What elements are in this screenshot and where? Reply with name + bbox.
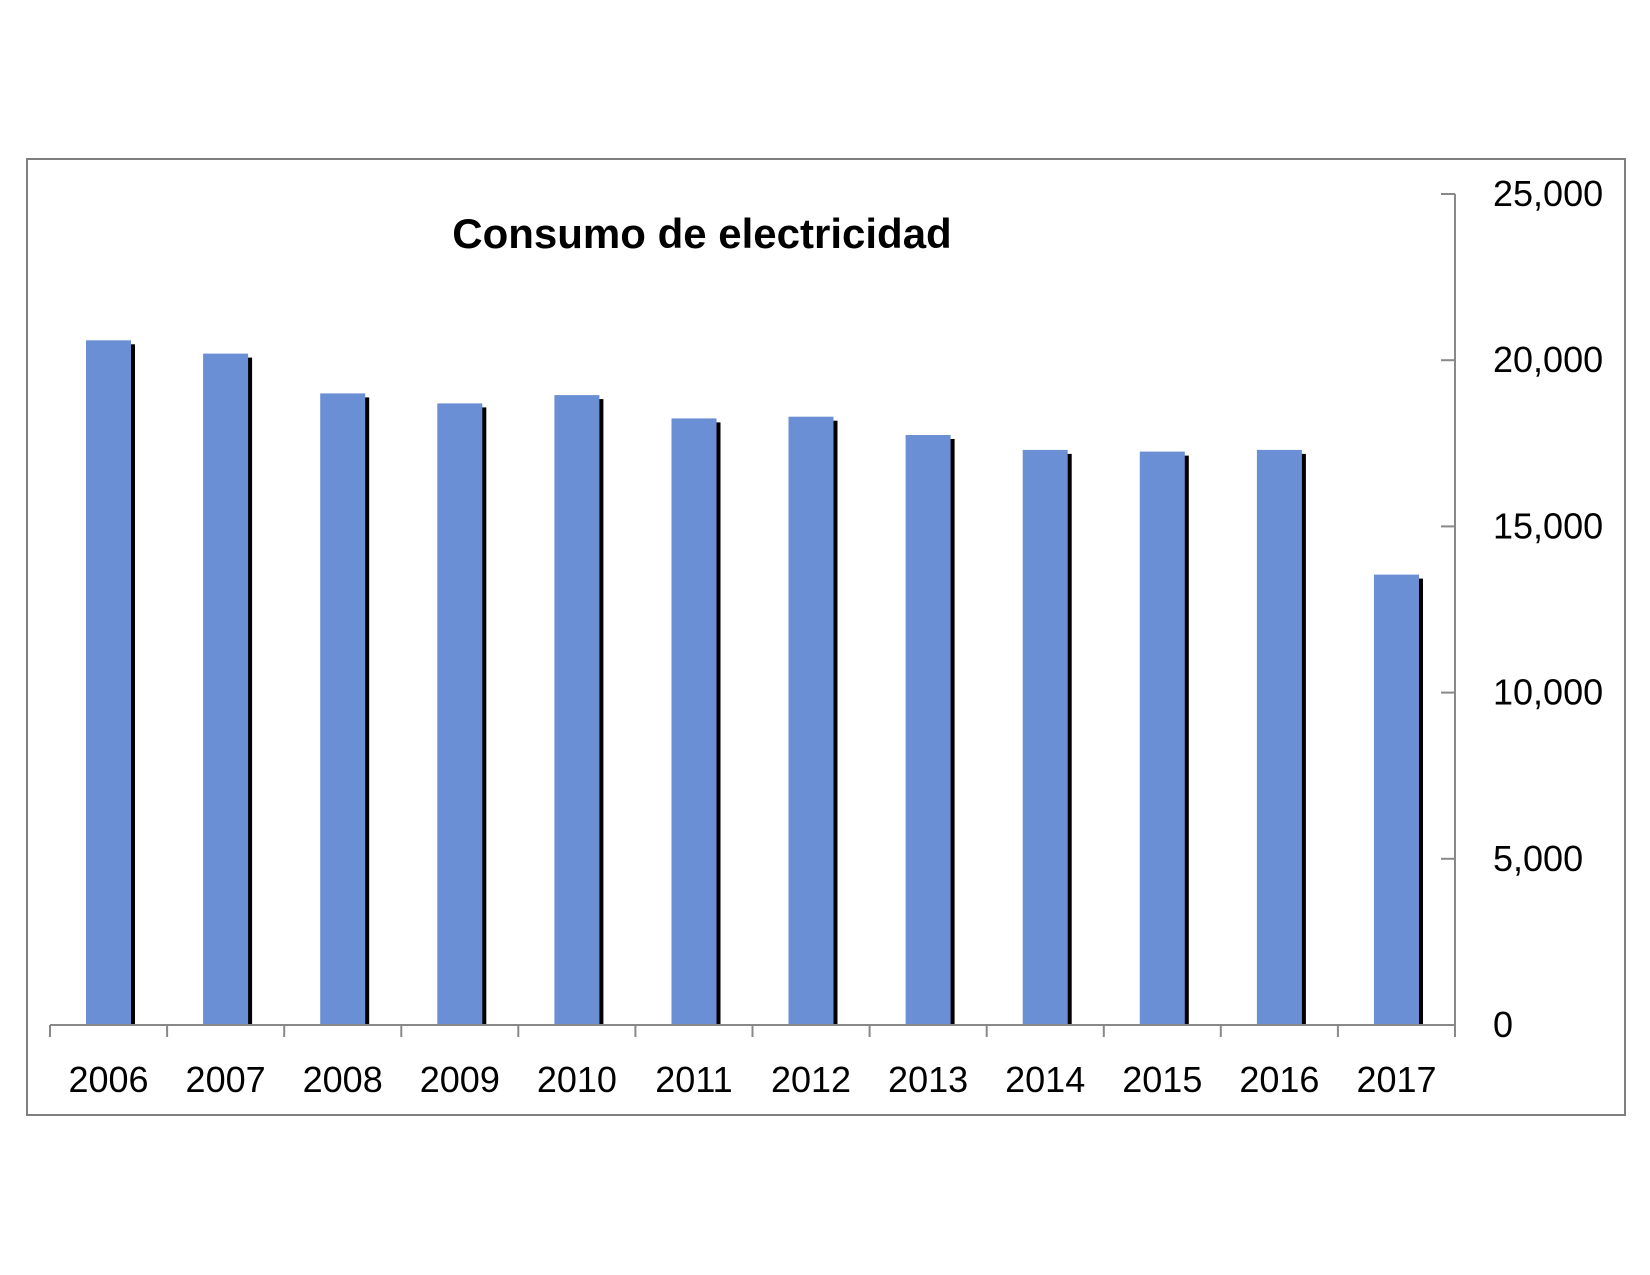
x-axis: 2006 2007 2008 2009 2010 2011 2012 2013 2014 2015… <box>49 1024 1456 1100</box>
bar-2012 <box>788 416 834 1025</box>
x-tick-label-2010: 2010 <box>537 1059 617 1100</box>
y-tick-label-10000: 10,000 <box>1493 672 1603 713</box>
bar-2007 <box>203 353 249 1026</box>
y-tick-label-25000: 25,000 <box>1493 173 1603 214</box>
x-tick-label-2009: 2009 <box>420 1059 500 1100</box>
x-tick-label-2011: 2011 <box>655 1059 732 1100</box>
x-tick-label-2016: 2016 <box>1239 1059 1319 1100</box>
y-tick-label-5000: 5,000 <box>1493 838 1583 879</box>
y-tick-label-15000: 15,000 <box>1493 505 1603 546</box>
bar-2011 <box>671 418 717 1025</box>
x-tick-label-2008: 2008 <box>303 1059 383 1100</box>
x-tick-label-2007: 2007 <box>186 1059 266 1100</box>
bars-layer <box>86 340 1423 1026</box>
y-tick-label-0: 0 <box>1493 1004 1513 1045</box>
bar-2008 <box>320 393 366 1025</box>
bar-2014 <box>1022 449 1068 1025</box>
x-tick-label-2006: 2006 <box>68 1059 148 1100</box>
bar-2010 <box>554 395 600 1026</box>
bar-2015 <box>1139 451 1185 1026</box>
x-tick-label-2012: 2012 <box>771 1059 851 1100</box>
x-tick-label-2014: 2014 <box>1005 1059 1085 1100</box>
bar-2013 <box>905 435 951 1025</box>
bar-2016 <box>1256 449 1302 1025</box>
y-axis: 0 5,000 10,000 15,000 20,000 25,000 <box>1441 173 1603 1045</box>
x-tick-label-2015: 2015 <box>1122 1059 1202 1100</box>
bar-2017 <box>1374 574 1419 1025</box>
bar-2009 <box>437 403 483 1025</box>
x-tick-label-2013: 2013 <box>888 1059 968 1100</box>
y-tick-label-20000: 20,000 <box>1493 339 1603 380</box>
bar-2006 <box>86 340 131 1025</box>
x-tick-label-2017: 2017 <box>1356 1059 1436 1100</box>
chart-title: Consumo de electricidad <box>452 210 951 257</box>
